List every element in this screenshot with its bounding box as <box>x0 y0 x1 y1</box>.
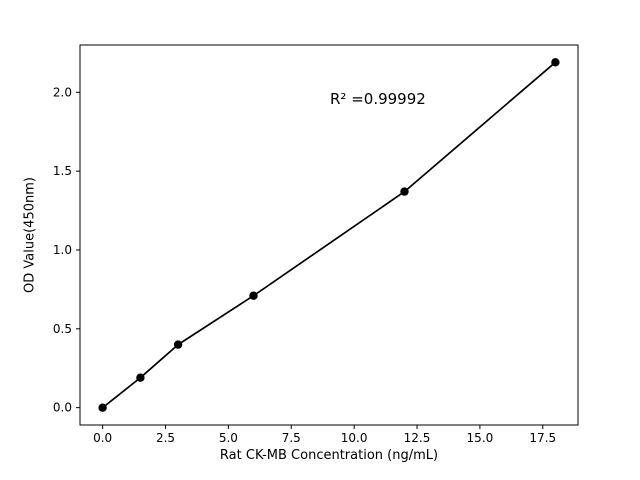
y-tick-label: 1.0 <box>53 243 72 257</box>
fit-line <box>102 61 556 409</box>
data-point <box>249 291 258 300</box>
data-point <box>98 403 107 412</box>
axes-spines <box>79 44 579 426</box>
y-tick-label: 2.0 <box>53 85 72 99</box>
data-point <box>551 58 560 67</box>
data-point <box>400 187 409 196</box>
y-tick-label: 0.0 <box>53 401 72 415</box>
y-axis-label: OD Value(450nm) <box>22 177 38 293</box>
x-axis-label: Rat CK-MB Concentration (ng/mL) <box>219 448 439 463</box>
r-squared-annotation: R² =0.99992 <box>330 90 426 108</box>
x-tick-label: 2.5 <box>156 431 175 445</box>
data-point <box>173 340 183 349</box>
x-tick-label: 10.0 <box>341 431 368 445</box>
x-tick-label: 17.5 <box>529 431 556 445</box>
x-tick-label: 0.0 <box>93 431 112 445</box>
x-tick-label: 12.5 <box>404 431 431 445</box>
x-tick-label: 15.0 <box>467 431 494 445</box>
y-tick-label: 0.5 <box>53 322 72 336</box>
y-tick-label: 1.5 <box>53 164 72 178</box>
data-point <box>136 373 145 382</box>
x-tick-label: 5.0 <box>219 431 238 445</box>
x-tick-label: 7.5 <box>282 431 301 445</box>
